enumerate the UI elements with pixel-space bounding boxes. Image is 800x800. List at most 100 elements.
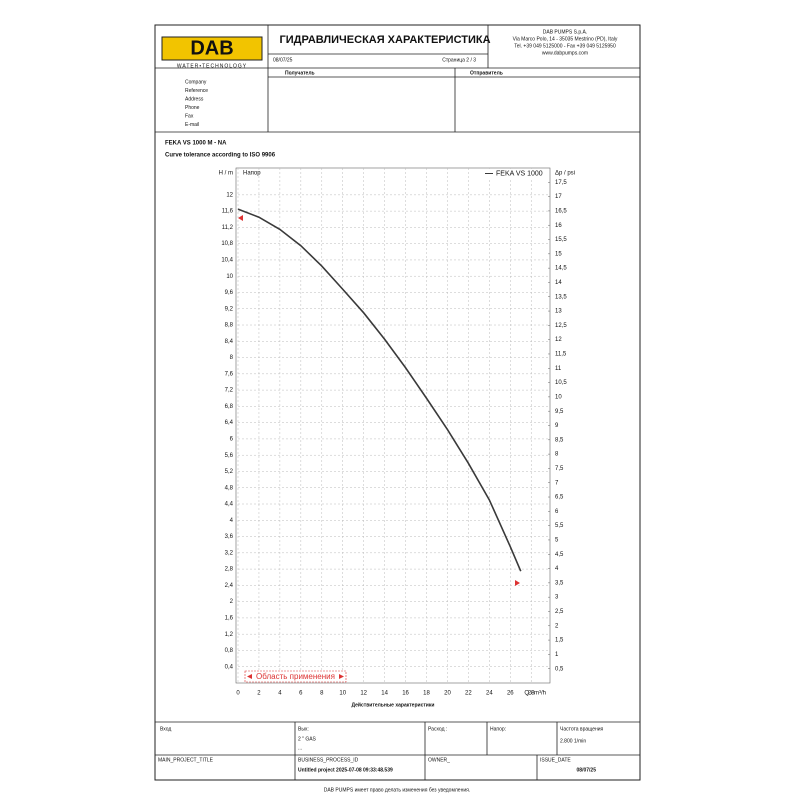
company-line: Via Marco Polo, 14 - 35035 Mestrino (PD)… bbox=[513, 36, 618, 42]
y2-tick-label: 1 bbox=[555, 652, 559, 658]
project: Untitled project 2025-07-08 09:33:48.539 bbox=[298, 767, 393, 773]
y2-tick-label: 15,5 bbox=[555, 237, 567, 243]
y-tick-label: 11,2 bbox=[222, 225, 234, 231]
y-tick-label: 12 bbox=[226, 192, 233, 198]
y2-tick-label: 2,5 bbox=[555, 609, 564, 615]
y2-tick-label: 16 bbox=[555, 223, 562, 229]
y-tick-label: 7,2 bbox=[225, 388, 234, 394]
curve bbox=[237, 208, 522, 572]
contact-field: Fax bbox=[185, 113, 194, 119]
speed-label: Частота вращения bbox=[560, 726, 604, 732]
y-tick-label: 10 bbox=[226, 274, 233, 280]
x-tick-label: 2 bbox=[257, 691, 261, 697]
flow: Расход : bbox=[428, 726, 447, 732]
x-tick-label: 6 bbox=[299, 691, 303, 697]
contact-field: Phone bbox=[185, 105, 200, 111]
owner: OWNER_ bbox=[428, 757, 450, 763]
y2-tick-label: 8 bbox=[555, 452, 559, 458]
x-tick-label: 22 bbox=[465, 691, 472, 697]
y2-tick-label: 12,5 bbox=[555, 323, 567, 329]
contact-field: Company bbox=[185, 79, 207, 85]
tolerance-marker bbox=[515, 580, 520, 586]
contact-field: E-mail bbox=[185, 122, 199, 128]
company-line: www.dabpumps.com bbox=[542, 50, 588, 56]
y2-tick-label: 11,5 bbox=[555, 352, 567, 358]
y-tick-label: 8,4 bbox=[225, 339, 234, 345]
y2-tick-label: 2 bbox=[555, 623, 559, 629]
y2-tick-label: 1,5 bbox=[555, 638, 564, 644]
plot-area bbox=[235, 167, 551, 684]
y-tick-label: 8,8 bbox=[225, 323, 234, 329]
y2-tick-label: 3 bbox=[555, 595, 559, 601]
company-line: Tel. +39 049 5125000 - Fax +39 049 51259… bbox=[514, 43, 616, 49]
y2-tick-label: 4,5 bbox=[555, 552, 564, 558]
x-tick-label: 4 bbox=[278, 691, 282, 697]
doc-title: ГИДРАВЛИЧЕСКАЯ ХАРАКТЕРИСТИКА bbox=[279, 34, 490, 46]
y-tick-label: 4 bbox=[230, 518, 234, 524]
y2-tick-label: 0,5 bbox=[555, 666, 564, 672]
legend-box bbox=[481, 169, 547, 178]
recipient: Получатель bbox=[285, 70, 315, 76]
x-tick-label: 14 bbox=[381, 691, 388, 697]
y2-tick-label: 6,5 bbox=[555, 495, 564, 501]
y2-tick-label: 16,5 bbox=[555, 208, 567, 214]
outlet: Вых: bbox=[298, 726, 309, 732]
y-tick-label: 5,6 bbox=[225, 453, 234, 459]
y2-tick-label: 7 bbox=[555, 480, 559, 486]
contact-field: Reference bbox=[185, 88, 208, 94]
y2-axis-label: Δp / psi bbox=[555, 171, 575, 177]
process-id: BUSINESS_PROCESS_ID bbox=[298, 757, 359, 763]
y-tick-label: 6 bbox=[230, 437, 234, 443]
y-axis-label: H / m bbox=[219, 171, 233, 177]
inlet: Вход bbox=[160, 726, 171, 732]
y2-tick-label: 9,5 bbox=[555, 409, 564, 415]
y2-tick-label: 13 bbox=[555, 309, 562, 315]
x-tick-label: 0 bbox=[236, 691, 240, 697]
y-tick-label: 10,4 bbox=[221, 258, 233, 264]
y2-tick-label: 9 bbox=[555, 423, 559, 429]
y-tick-label: 3,6 bbox=[225, 534, 234, 540]
x-tick-label: 10 bbox=[339, 691, 346, 697]
project-title: MAIN_PROJECT_TITLE bbox=[158, 757, 214, 763]
tolerance-marker bbox=[238, 215, 243, 221]
y2-tick-label: 5 bbox=[555, 538, 559, 544]
y2-tick-label: 10 bbox=[555, 394, 562, 400]
y-tick-label: 9,2 bbox=[225, 306, 234, 312]
tagline: WATER•TECHNOLOGY bbox=[177, 63, 247, 69]
chart-subtitle: Curve tolerance according to ISO 9906 bbox=[165, 153, 276, 159]
company-line: DAB PUMPS S.p.A. bbox=[543, 29, 587, 35]
range-label: Область применения bbox=[256, 672, 335, 681]
y-tick-label: 6,4 bbox=[225, 420, 234, 426]
y-tick-label: 0,8 bbox=[225, 648, 234, 654]
issue-label: ISSUE_DATE bbox=[540, 757, 571, 763]
x-tick-label: 20 bbox=[444, 691, 451, 697]
y-tick-label: 4,4 bbox=[225, 502, 234, 508]
notice: DAB PUMPS имеет право делать изменения б… bbox=[324, 787, 471, 793]
y2-tick-label: 4 bbox=[555, 566, 559, 572]
y2-tick-label: 13,5 bbox=[555, 294, 567, 300]
x-tick-label: 26 bbox=[507, 691, 514, 697]
y2-tick-label: 11 bbox=[555, 366, 562, 372]
range-box bbox=[244, 670, 347, 683]
series-label: Напор bbox=[243, 171, 261, 177]
x-tick-label: 28 bbox=[528, 691, 535, 697]
page-number: Страница 2 / 3 bbox=[442, 57, 476, 63]
y2-tick-label: 17,5 bbox=[555, 180, 567, 186]
logo: DAB bbox=[190, 37, 233, 59]
x-tick-label: 8 bbox=[320, 691, 324, 697]
contact-field: Address bbox=[185, 96, 204, 102]
y-tick-label: 7,6 bbox=[225, 371, 234, 377]
y-tick-label: 1,6 bbox=[225, 615, 234, 621]
outlet-more: ... bbox=[298, 745, 302, 751]
y-tick-label: 3,2 bbox=[225, 550, 234, 556]
y2-tick-label: 15 bbox=[555, 251, 562, 257]
outlet-size: 2 " GAS bbox=[298, 736, 317, 742]
y-tick-label: 4,8 bbox=[225, 485, 234, 491]
sender: Отправитель bbox=[470, 70, 503, 76]
y-tick-label: 8 bbox=[230, 355, 234, 361]
y-tick-label: 6,8 bbox=[225, 404, 234, 410]
range-arrow bbox=[339, 674, 344, 679]
x-axis-title: Действительные характеристики bbox=[352, 701, 435, 708]
y-tick-label: 0,4 bbox=[225, 664, 234, 670]
